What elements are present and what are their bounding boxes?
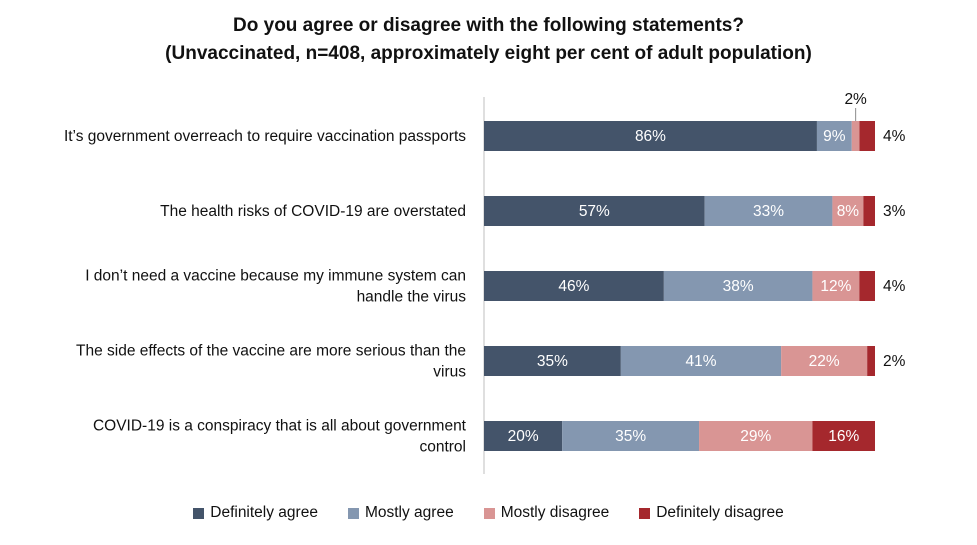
- category-label: I don’t need a vaccine because my immune…: [85, 268, 466, 285]
- data-label: 4%: [883, 128, 906, 145]
- data-label: 35%: [615, 428, 646, 445]
- bar-segment: [484, 196, 705, 226]
- bar-segment: [699, 421, 813, 451]
- category-label: control: [419, 439, 466, 456]
- data-label: 8%: [837, 203, 860, 220]
- data-label: 57%: [579, 203, 610, 220]
- legend: Definitely agree Mostly agree Mostly dis…: [0, 504, 977, 522]
- bar-segment: [484, 346, 621, 376]
- category-label: virus: [433, 364, 466, 381]
- legend-swatch: [639, 507, 651, 519]
- bar-segment: [620, 346, 782, 376]
- legend-label: Mostly agree: [364, 504, 454, 521]
- bar-segment: [832, 196, 864, 226]
- legend-swatch: [193, 507, 205, 519]
- legend-item-mostly-disagree: Mostly disagree: [483, 504, 610, 522]
- data-label: 4%: [883, 278, 906, 295]
- data-label: 35%: [537, 353, 568, 370]
- legend-label: Mostly disagree: [500, 504, 610, 521]
- data-label: 22%: [809, 353, 840, 370]
- data-label: 20%: [508, 428, 539, 445]
- bar-segment: [859, 121, 875, 151]
- bar-segment: [859, 271, 875, 301]
- legend-item-mostly-agree: Mostly agree: [347, 504, 454, 522]
- legend-label: Definitely agree: [210, 504, 318, 521]
- legend-swatch: [347, 507, 359, 519]
- bar-segment: [562, 421, 700, 451]
- legend-item-definitely-disagree: Definitely disagree: [639, 504, 784, 522]
- bar-segment: [863, 196, 875, 226]
- bar-segment: [484, 271, 664, 301]
- data-label: 3%: [883, 203, 906, 220]
- bar-segment: [663, 271, 813, 301]
- bar-segment: [781, 346, 868, 376]
- chart-title: Do you agree or disagree with the follow…: [0, 12, 977, 68]
- data-label: 16%: [828, 428, 859, 445]
- category-label: The health risks of COVID-19 are oversta…: [160, 203, 466, 220]
- bar-segment: [816, 121, 852, 151]
- chart-title-line-2: (Unvaccinated, n=408, approximately eigh…: [165, 43, 812, 64]
- bar-segment: [851, 121, 860, 151]
- bar-segment: [812, 271, 860, 301]
- data-label: 12%: [820, 278, 851, 295]
- data-label: 2%: [844, 91, 867, 108]
- legend-item-definitely-agree: Definitely agree: [193, 504, 318, 522]
- category-label: It’s government overreach to require vac…: [64, 128, 466, 145]
- legend-swatch: [483, 507, 495, 519]
- data-label: 41%: [685, 353, 716, 370]
- data-label: 2%: [883, 353, 906, 370]
- data-label: 33%: [753, 203, 784, 220]
- bar-segment: [812, 421, 875, 451]
- data-label: 38%: [723, 278, 754, 295]
- category-label: handle the virus: [357, 289, 467, 306]
- category-label: COVID-19 is a conspiracy that is all abo…: [93, 418, 467, 435]
- legend-label: Definitely disagree: [656, 504, 784, 521]
- bar-segment: [484, 121, 817, 151]
- bar-segment: [704, 196, 833, 226]
- data-label: 9%: [823, 128, 846, 145]
- data-label: 86%: [635, 128, 666, 145]
- chart-title-line-1: Do you agree or disagree with the follow…: [233, 15, 744, 36]
- category-label: The side effects of the vaccine are more…: [76, 343, 466, 360]
- bar-segment: [484, 421, 563, 451]
- data-label: 46%: [558, 278, 589, 295]
- bar-segment: [867, 346, 875, 376]
- data-label: 29%: [740, 428, 771, 445]
